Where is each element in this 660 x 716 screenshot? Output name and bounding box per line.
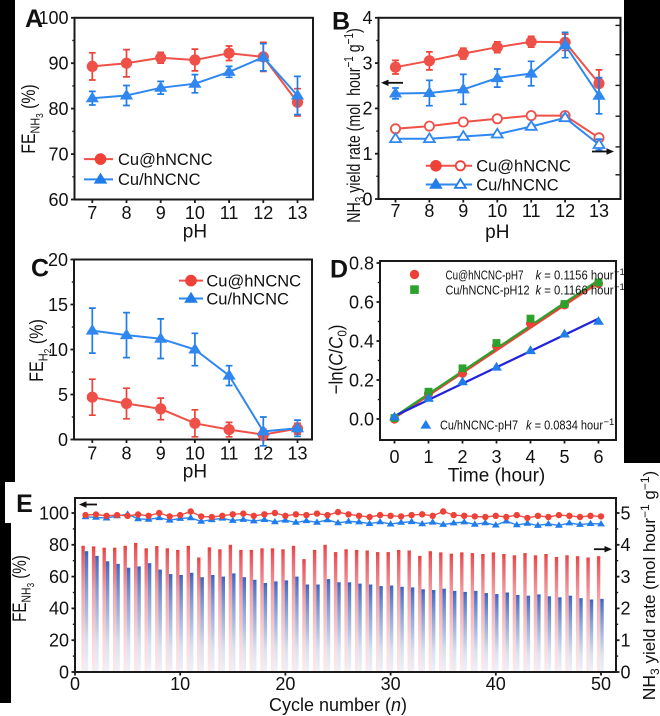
svg-text:Cu/hNCNC: Cu/hNCNC xyxy=(206,290,289,308)
svg-text:6: 6 xyxy=(593,447,603,467)
svg-text:10: 10 xyxy=(170,674,190,694)
svg-text:11: 11 xyxy=(220,444,239,464)
svg-text:Cu@hNCNC: Cu@hNCNC xyxy=(206,272,301,290)
svg-text:7: 7 xyxy=(87,444,97,464)
svg-text:8: 8 xyxy=(424,201,434,221)
svg-text:80: 80 xyxy=(49,535,69,555)
svg-text:Time (hour): Time (hour) xyxy=(448,466,545,487)
svg-text:k = 0.1156 hour: k = 0.1156 hour xyxy=(536,267,615,282)
svg-text:5: 5 xyxy=(559,447,569,467)
svg-text:NH3 yield rate (mol hour−1 g−1: NH3 yield rate (mol hour−1 g−1) xyxy=(638,471,660,700)
svg-text:pH: pH xyxy=(183,462,207,483)
svg-text:20: 20 xyxy=(275,674,295,694)
svg-text:0: 0 xyxy=(362,189,372,209)
svg-text:−1: −1 xyxy=(614,282,625,293)
svg-text:5: 5 xyxy=(58,385,68,405)
svg-text:2: 2 xyxy=(457,447,467,467)
svg-text:11: 11 xyxy=(522,201,541,221)
svg-text:100: 100 xyxy=(39,503,69,523)
svg-text:k = 0.1166 hour: k = 0.1166 hour xyxy=(536,282,615,297)
svg-text:13: 13 xyxy=(287,444,307,464)
svg-text:3: 3 xyxy=(491,447,501,467)
svg-text:10: 10 xyxy=(487,201,507,221)
svg-text:0: 0 xyxy=(389,447,399,467)
svg-text:12: 12 xyxy=(555,201,575,221)
svg-text:7: 7 xyxy=(390,201,400,221)
svg-text:4: 4 xyxy=(525,447,535,467)
svg-text:11: 11 xyxy=(220,203,239,223)
svg-text:8: 8 xyxy=(121,203,131,223)
svg-text:0.2: 0.2 xyxy=(349,370,374,390)
svg-text:8: 8 xyxy=(121,444,131,464)
svg-text:Cu/hNCNC: Cu/hNCNC xyxy=(118,171,201,189)
svg-text:80: 80 xyxy=(48,99,68,119)
svg-text:C: C xyxy=(31,255,49,283)
svg-text:Cu@hNCNC-pH7: Cu@hNCNC-pH7 xyxy=(446,267,524,282)
svg-text:2: 2 xyxy=(621,599,631,619)
svg-text:20: 20 xyxy=(49,631,69,651)
svg-text:0.8: 0.8 xyxy=(349,253,374,273)
svg-text:D: D xyxy=(330,256,348,284)
svg-text:pH: pH xyxy=(485,222,509,243)
svg-text:FENH3 (%): FENH3 (%) xyxy=(8,555,36,622)
svg-text:−1: −1 xyxy=(604,417,615,428)
svg-text:2: 2 xyxy=(362,99,372,119)
svg-text:4: 4 xyxy=(362,8,372,28)
svg-text:13: 13 xyxy=(287,203,307,223)
svg-text:0: 0 xyxy=(621,662,631,682)
svg-text:FENH3 (%): FENH3 (%) xyxy=(18,84,46,153)
svg-text:1: 1 xyxy=(621,631,631,651)
svg-text:90: 90 xyxy=(48,54,68,74)
svg-text:4: 4 xyxy=(621,535,631,555)
svg-text:0.6: 0.6 xyxy=(349,292,374,312)
svg-text:1: 1 xyxy=(362,144,372,164)
svg-text:40: 40 xyxy=(49,599,69,619)
svg-text:0.4: 0.4 xyxy=(349,331,374,351)
svg-text:10: 10 xyxy=(185,444,205,464)
svg-text:3: 3 xyxy=(362,53,372,73)
svg-text:1: 1 xyxy=(423,447,433,467)
svg-text:9: 9 xyxy=(156,203,166,223)
svg-text:0: 0 xyxy=(59,662,69,682)
svg-text:Cu@hNCNC: Cu@hNCNC xyxy=(476,158,571,176)
svg-text:60: 60 xyxy=(49,567,69,587)
svg-text:12: 12 xyxy=(253,444,273,464)
svg-text:0: 0 xyxy=(58,430,68,450)
svg-text:15: 15 xyxy=(48,295,68,315)
svg-text:pH: pH xyxy=(183,222,207,243)
svg-text:40: 40 xyxy=(486,674,506,694)
svg-text:60: 60 xyxy=(48,190,68,210)
svg-text:12: 12 xyxy=(253,203,273,223)
svg-text:Cu/hNCNC-pH7: Cu/hNCNC-pH7 xyxy=(440,418,518,433)
svg-text:9: 9 xyxy=(156,444,166,464)
svg-text:7: 7 xyxy=(87,203,97,223)
svg-text:13: 13 xyxy=(589,201,609,221)
svg-text:20: 20 xyxy=(48,250,68,270)
svg-text:Cu@hNCNC: Cu@hNCNC xyxy=(118,151,213,169)
svg-text:0: 0 xyxy=(70,674,80,694)
svg-text:−ln(C/C0): −ln(C/C0) xyxy=(326,325,350,395)
svg-text:5: 5 xyxy=(621,503,631,523)
svg-text:100: 100 xyxy=(38,8,68,28)
svg-text:E: E xyxy=(16,490,33,518)
svg-text:B: B xyxy=(332,8,350,36)
svg-text:−1: −1 xyxy=(614,267,625,278)
svg-text:0.0: 0.0 xyxy=(349,409,374,429)
svg-text:FEH2 (%): FEH2 (%) xyxy=(26,319,53,382)
svg-text:50: 50 xyxy=(591,674,611,694)
svg-text:3: 3 xyxy=(621,567,631,587)
svg-text:10: 10 xyxy=(185,203,205,223)
svg-text:30: 30 xyxy=(381,674,401,694)
svg-text:70: 70 xyxy=(48,144,68,164)
svg-text:A: A xyxy=(25,5,43,33)
svg-text:Cu/hNCNC: Cu/hNCNC xyxy=(476,176,559,194)
svg-text:Cycle number (n): Cycle number (n) xyxy=(269,695,407,715)
svg-text:Cu/hNCNC-pH12: Cu/hNCNC-pH12 xyxy=(446,282,530,297)
svg-text:9: 9 xyxy=(458,201,468,221)
svg-text:k = 0.0834 hour: k = 0.0834 hour xyxy=(526,418,604,433)
svg-text:10: 10 xyxy=(48,340,68,360)
